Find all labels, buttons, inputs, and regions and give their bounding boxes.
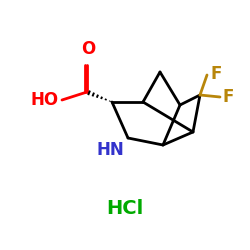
- Text: O: O: [81, 40, 95, 58]
- Text: HCl: HCl: [106, 198, 144, 218]
- Text: HN: HN: [96, 141, 124, 159]
- Text: HO: HO: [31, 91, 59, 109]
- Text: F: F: [210, 65, 222, 83]
- Text: F: F: [223, 88, 234, 106]
